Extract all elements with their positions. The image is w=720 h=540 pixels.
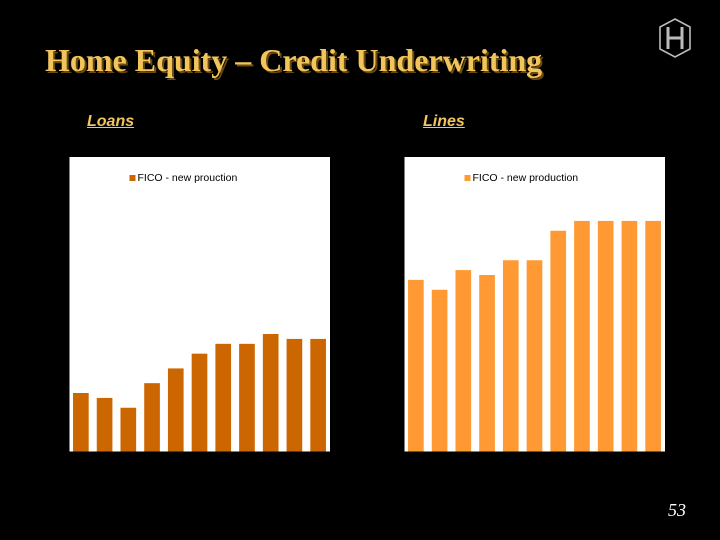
loans-x-tick-label: 1Q02	[242, 457, 252, 479]
loans-x-tick-label: 3Q00	[100, 457, 110, 479]
lines-x-tick-label: 1Q02	[577, 457, 587, 479]
loans-x-tick-label: 4Q00	[124, 457, 134, 479]
lines-x-tick-label: 3Q02	[625, 457, 635, 479]
lines-x-tick-label: 2Q02	[601, 457, 611, 479]
lines-x-tick-label: 4Q00	[459, 457, 469, 479]
lines-bar-4Q01	[550, 230, 567, 452]
lines-bar-3Q00	[431, 289, 448, 452]
lines-y-tick-label: 705	[379, 300, 396, 311]
loans-bar-1Q01	[144, 383, 160, 452]
loans-y-tick-label: 675	[44, 448, 61, 459]
loans-y-tick-label: 705	[44, 300, 61, 311]
loans-y-tick-label: 725	[44, 202, 61, 213]
lines-x-tick-label: 2Q01	[506, 457, 516, 479]
lines-bar-2Q01	[502, 260, 519, 452]
loans-x-tick-label: 1Q01	[148, 457, 158, 479]
loans-bar-4Q00	[120, 407, 137, 452]
lines-bar-2Q00	[408, 279, 424, 452]
lines-legend-swatch	[464, 175, 471, 181]
loans-legend-label: FICO - new prouction	[138, 172, 238, 184]
lines-x-tick-label: 4Q01	[554, 457, 564, 479]
loans-chart-svg: 675 685 695 705 715 725 735 2Q00 3Q00 4Q00 1Q01 2Q0…	[44, 153, 330, 479]
loans-bar-4Q01	[215, 343, 232, 452]
loans-bar-3Q00	[96, 397, 113, 452]
lines-bar-2Q02	[597, 220, 614, 452]
loans-y-tick-label: 715	[44, 251, 61, 262]
lines-y-tick-label: 725	[379, 202, 396, 213]
lines-x-tick-label: 1Q01	[483, 457, 493, 479]
loans-bar-2Q01	[167, 368, 184, 452]
page-number: 53	[668, 500, 686, 520]
loans-legend-swatch	[129, 175, 136, 181]
lines-section-label: Lines	[423, 113, 465, 130]
loans-bar-4Q02	[310, 338, 326, 452]
bank-logo-icon	[659, 18, 691, 58]
lines-x-tick-label: 3Q01	[530, 457, 540, 479]
loans-x-tick-label: 4Q02	[314, 457, 324, 479]
lines-fico-chart: 675 685 695 705 715 725 735 2Q00 3Q00 4Q00 1Q01 2Q0…	[365, 145, 665, 495]
lines-bar-4Q00	[455, 270, 472, 452]
lines-x-tick-label: 4Q02	[649, 457, 659, 479]
lines-y-tick-label: 675	[379, 448, 396, 459]
loans-bar-2Q00	[73, 393, 89, 452]
lines-y-tick-label: 685	[379, 398, 396, 409]
loans-fico-chart: 675 685 695 705 715 725 735 2Q00 3Q00 4Q00 1Q01 2Q0…	[30, 145, 330, 495]
lines-y-tick-label: 735	[379, 153, 396, 164]
loans-x-tick-label: 3Q02	[290, 457, 300, 479]
loans-x-tick-label: 2Q02	[266, 457, 276, 479]
lines-x-tick-label: 3Q00	[435, 457, 445, 479]
lines-bar-1Q01	[479, 275, 495, 452]
loans-x-tick-label: 3Q01	[195, 457, 205, 479]
lines-y-tick-label: 715	[379, 251, 396, 262]
lines-bar-4Q02	[645, 220, 661, 452]
loans-section-label: Loans	[87, 113, 135, 130]
loans-bar-2Q02	[262, 334, 279, 452]
page-title: Home Equity – Credit Underwriting	[45, 42, 543, 78]
loans-x-tick-label: 2Q01	[171, 457, 181, 479]
lines-legend-label: FICO - new production	[473, 172, 579, 184]
lines-x-tick-label: 2Q00	[411, 457, 421, 479]
lines-bar-1Q02	[574, 220, 590, 452]
loans-x-tick-label: 2Q00	[76, 457, 86, 479]
loans-x-tick-label: 4Q01	[219, 457, 229, 479]
lines-bar-3Q01	[526, 260, 543, 452]
lines-chart-svg: 675 685 695 705 715 725 735 2Q00 3Q00 4Q00 1Q01 2Q0…	[379, 153, 665, 479]
loans-bar-3Q01	[191, 353, 208, 452]
lines-bar-3Q02	[621, 220, 638, 452]
lines-y-tick-label: 695	[379, 349, 396, 360]
loans-bar-3Q02	[286, 338, 303, 452]
loans-bar-1Q02	[239, 343, 255, 452]
loans-y-tick-label: 695	[44, 349, 61, 360]
loans-y-tick-label: 685	[44, 398, 61, 409]
loans-y-tick-label: 735	[44, 153, 61, 164]
